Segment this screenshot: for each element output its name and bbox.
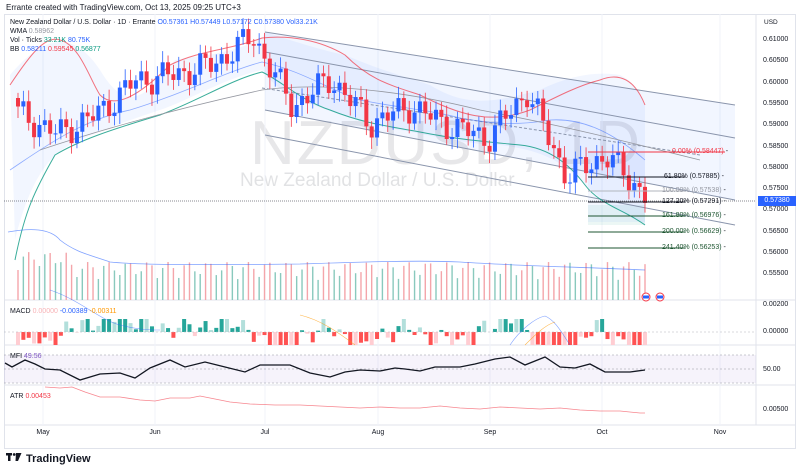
macd-value: -0.00389 bbox=[59, 308, 88, 315]
price-axis-tick: 0.58500 bbox=[763, 142, 789, 150]
price-axis-tick: 0.61000 bbox=[763, 36, 789, 43]
vol-ma-value: 80.75K bbox=[68, 37, 91, 44]
time-axis-tick: Jul bbox=[260, 429, 270, 436]
bb-label: BB bbox=[10, 46, 20, 53]
atr-label: ATR bbox=[10, 393, 24, 400]
time-axis-tick: Sep bbox=[483, 429, 497, 436]
wma-legend[interactable]: WMA 0.58962 bbox=[10, 27, 54, 36]
wma-value: 0.58962 bbox=[28, 28, 54, 35]
macd-signal: -0.00311 bbox=[89, 308, 117, 315]
tradingview-logo-icon bbox=[6, 452, 22, 465]
bb-upper: 0.59545 bbox=[48, 46, 74, 53]
name-watermark: New Zealand Dollar / U.S. Dollar bbox=[240, 170, 515, 191]
time-axis-tick: Oct bbox=[596, 429, 608, 436]
mfi-axis-tick: 50.00 bbox=[763, 366, 781, 373]
fib-level-2414: 241.40% (0.56253) - bbox=[662, 244, 726, 251]
symbol-legend[interactable]: New Zealand Dollar / U.S. Dollar · 1D · … bbox=[10, 18, 318, 27]
price-axis-tick: 0.59500 bbox=[763, 99, 789, 107]
time-axis-tick: May bbox=[36, 429, 50, 436]
chart-frame bbox=[4, 14, 796, 449]
fib-level-200: 200.00% (0.56629) - bbox=[662, 228, 726, 235]
price-axis-tick: 0.60000 bbox=[763, 78, 789, 86]
time-axis-tick: Nov bbox=[713, 429, 727, 436]
fib-level-100: 100.00% (0.57538) - bbox=[662, 187, 726, 194]
price-axis-tick: 0.59000 bbox=[763, 121, 789, 129]
atr-legend[interactable]: ATR 0.00453 bbox=[10, 392, 51, 401]
bb-basis: 0.58211 bbox=[21, 46, 47, 53]
atr-axis-tick: 0.00500 bbox=[763, 406, 789, 413]
price-axis-tick: 0.57500 bbox=[763, 185, 789, 193]
ohlc-high: H0.57449 bbox=[190, 19, 221, 26]
vol-legend[interactable]: Vol · Ticks 33.21K 80.75K bbox=[10, 36, 90, 45]
tradingview-brand: TradingView bbox=[26, 452, 91, 465]
fib-level-1618: 161.80% (0.56976) - bbox=[662, 212, 726, 219]
macd-legend[interactable]: MACD 0.00000 -0.00389 -0.00311 bbox=[10, 307, 117, 316]
last-price-tag: 0.57380 bbox=[758, 196, 796, 206]
macd-label: MACD bbox=[10, 308, 31, 315]
macd-axis-tick: 0.00200 bbox=[763, 301, 789, 308]
fib-level-1272: 127.20% (0.57291) - bbox=[662, 198, 726, 205]
ohlc-volume: Vol33.21K bbox=[285, 19, 318, 26]
symbol-title: New Zealand Dollar / U.S. Dollar · 1D · … bbox=[10, 19, 156, 26]
price-axis-tick: 0.58000 bbox=[763, 163, 789, 171]
macd-hist: 0.00000 bbox=[32, 308, 58, 315]
time-axis-tick: Aug bbox=[371, 429, 385, 436]
price-axis-tick: 0.57000 bbox=[763, 206, 789, 214]
fib-level-618: 61.80% (0.57885) - bbox=[664, 173, 724, 180]
atr-value: 0.00453 bbox=[25, 393, 51, 400]
price-axis-tick: 0.55500 bbox=[763, 270, 789, 278]
price-axis-tick: 0.56000 bbox=[763, 249, 789, 256]
mfi-value: 49.56 bbox=[24, 353, 42, 360]
mfi-label: MFI bbox=[10, 353, 23, 360]
time-axis-tick: Jun bbox=[149, 429, 161, 436]
ohlc-low: L0.57172 bbox=[222, 19, 252, 26]
wma-label: WMA bbox=[10, 28, 27, 35]
event-markers bbox=[641, 292, 665, 302]
bb-legend[interactable]: BB 0.58211 0.59545 0.56877 bbox=[10, 45, 101, 54]
price-axis-tick: 0.60500 bbox=[763, 57, 789, 65]
macd-axis-tick: 0.00000 bbox=[763, 328, 789, 335]
ohlc-close: C0.57380 bbox=[253, 19, 284, 26]
mfi-legend[interactable]: MFI 49.56 bbox=[10, 352, 42, 361]
vol-label: Vol · Ticks bbox=[10, 37, 42, 44]
currency-label: USD bbox=[764, 19, 778, 26]
chart-caption: Errante created with TradingView.com, Oc… bbox=[6, 3, 241, 12]
ohlc-open: O0.57361 bbox=[157, 19, 189, 26]
vol-value: 33.21K bbox=[43, 37, 67, 44]
fib-level-0: 0.00% (0.58447) - bbox=[672, 148, 729, 155]
tradingview-logo[interactable]: TradingView bbox=[6, 452, 91, 465]
price-axis-tick: 0.56500 bbox=[763, 227, 789, 235]
bb-lower: 0.56877 bbox=[75, 46, 101, 53]
